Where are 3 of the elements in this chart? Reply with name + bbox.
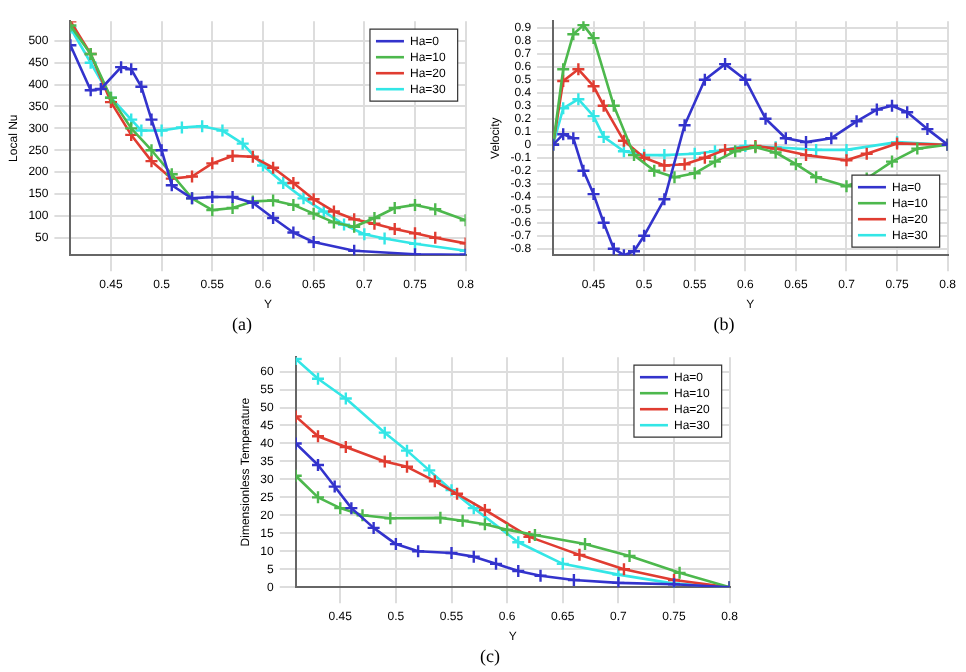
text: (c) [478, 646, 502, 666]
text: (b) [711, 314, 737, 334]
text: (a) [230, 314, 254, 334]
